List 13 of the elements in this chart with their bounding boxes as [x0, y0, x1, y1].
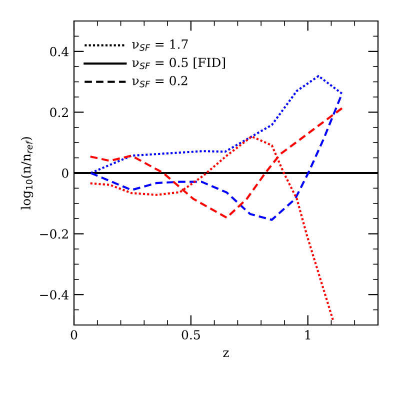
y-tick-label: 0.4: [50, 46, 69, 56]
x-tick-label: 0.5: [182, 330, 200, 340]
x-tick-label: 1: [305, 330, 310, 340]
y-tick-label: 0.2: [50, 108, 68, 118]
y-tick-label: 0: [62, 168, 68, 178]
y-axis-title: log$_{10}$(n/n$_{ref}$): [20, 137, 34, 210]
y-tick-label: −0.2: [40, 229, 68, 239]
annotation: ν$_{SF}$ = 1.7: [132, 39, 188, 51]
annotation: ν$_{SF}$ = 0.2: [132, 76, 188, 88]
x-axis-title: z: [223, 350, 229, 358]
annotation: ν$_{SF}$ = 0.5 [FID]: [132, 58, 225, 70]
x-tick-label: 0: [70, 330, 78, 340]
y-tick-label: −0.4: [40, 290, 69, 300]
